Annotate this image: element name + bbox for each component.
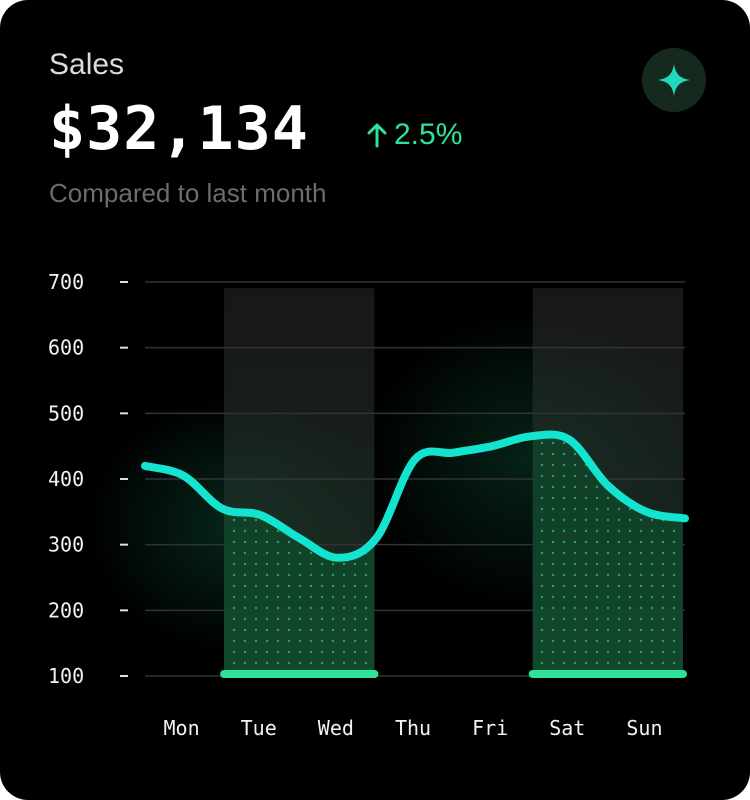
y-tick-label: 700 (48, 270, 84, 294)
y-tick-label: 600 (48, 336, 84, 360)
series-line-sales (141, 430, 689, 562)
x-tick-label: Wed (318, 716, 354, 740)
x-tick-label: Mon (164, 716, 200, 740)
highlight-base-bar (528, 670, 687, 678)
y-tick-label: 100 (48, 664, 84, 688)
card-title: Sales (49, 48, 125, 81)
x-tick-label: Thu (395, 716, 431, 740)
x-tick-label: Sun (626, 716, 662, 740)
y-tick-label: 400 (48, 467, 84, 491)
sales-amount: $32,134 (49, 94, 309, 164)
highlight-base-bar (220, 670, 379, 678)
y-tick-label: 200 (48, 598, 84, 622)
change-percent: 2.5% (394, 118, 463, 151)
x-tick-label: Sat (549, 716, 585, 740)
y-tick-label: 500 (48, 401, 84, 425)
sparkle-button[interactable] (642, 48, 706, 112)
sparkle-icon (658, 64, 690, 96)
x-tick-label: Fri (472, 716, 508, 740)
comparison-subtitle: Compared to last month (49, 178, 327, 208)
arrow-up-icon (367, 123, 387, 148)
x-tick-label: Tue (241, 716, 277, 740)
change-indicator: 2.5% (366, 118, 462, 152)
y-tick-label: 300 (48, 533, 84, 557)
